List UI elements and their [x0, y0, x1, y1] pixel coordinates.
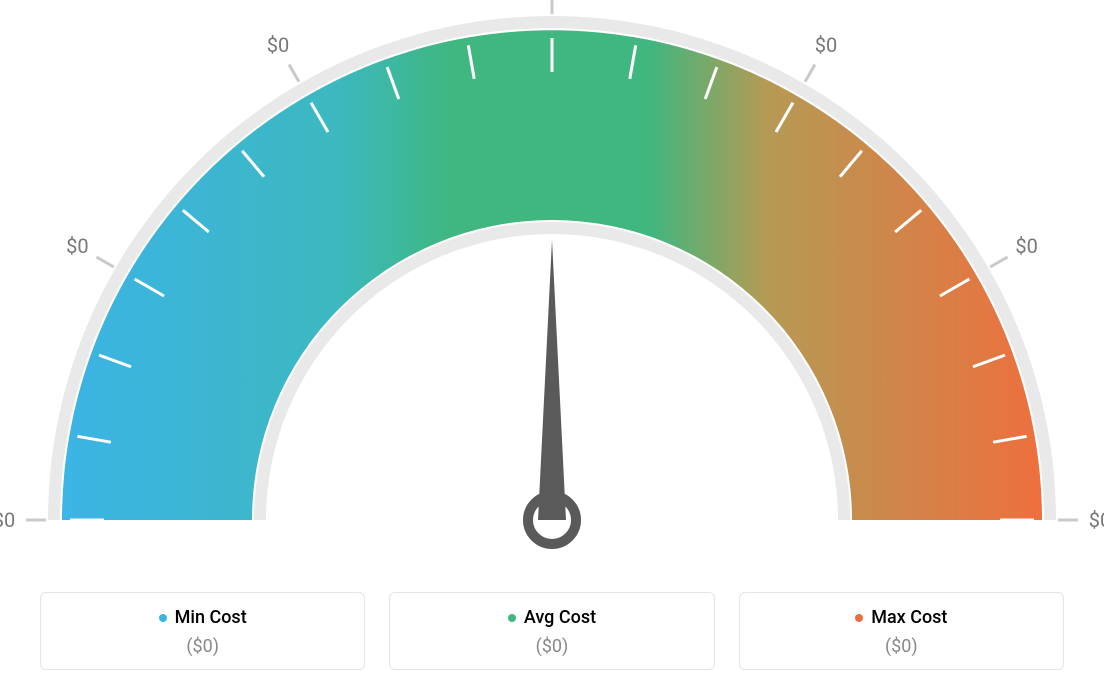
legend-card-min: Min Cost ($0) — [40, 592, 365, 671]
legend-title-max: Max Cost — [855, 607, 947, 628]
gauge-tick-label: $0 — [815, 33, 837, 57]
gauge-area: $0$0$0$0$0$0$0 — [0, 0, 1104, 560]
legend-card-max: Max Cost ($0) — [739, 592, 1064, 671]
gauge-tick-label: $0 — [0, 508, 15, 532]
cost-gauge-chart: $0$0$0$0$0$0$0 Min Cost ($0) Avg Cost ($… — [0, 0, 1104, 690]
legend-title-avg: Avg Cost — [508, 607, 596, 628]
dot-icon — [508, 614, 516, 622]
gauge-tick-label: $0 — [1089, 508, 1104, 532]
legend-title-min: Min Cost — [159, 607, 247, 628]
gauge-tick-label: $0 — [267, 33, 289, 57]
legend-label: Max Cost — [871, 607, 947, 628]
dot-icon — [159, 614, 167, 622]
gauge-tick-label: $0 — [66, 234, 88, 258]
legend-value: ($0) — [51, 636, 354, 657]
gauge-tick-label: $0 — [1015, 234, 1037, 258]
legend-label: Min Cost — [175, 607, 247, 628]
dot-icon — [855, 614, 863, 622]
legend-row: Min Cost ($0) Avg Cost ($0) Max Cost ($0… — [40, 592, 1064, 671]
legend-value: ($0) — [750, 636, 1053, 657]
gauge-svg — [0, 0, 1104, 560]
legend-card-avg: Avg Cost ($0) — [389, 592, 714, 671]
legend-value: ($0) — [400, 636, 703, 657]
legend-label: Avg Cost — [524, 607, 596, 628]
